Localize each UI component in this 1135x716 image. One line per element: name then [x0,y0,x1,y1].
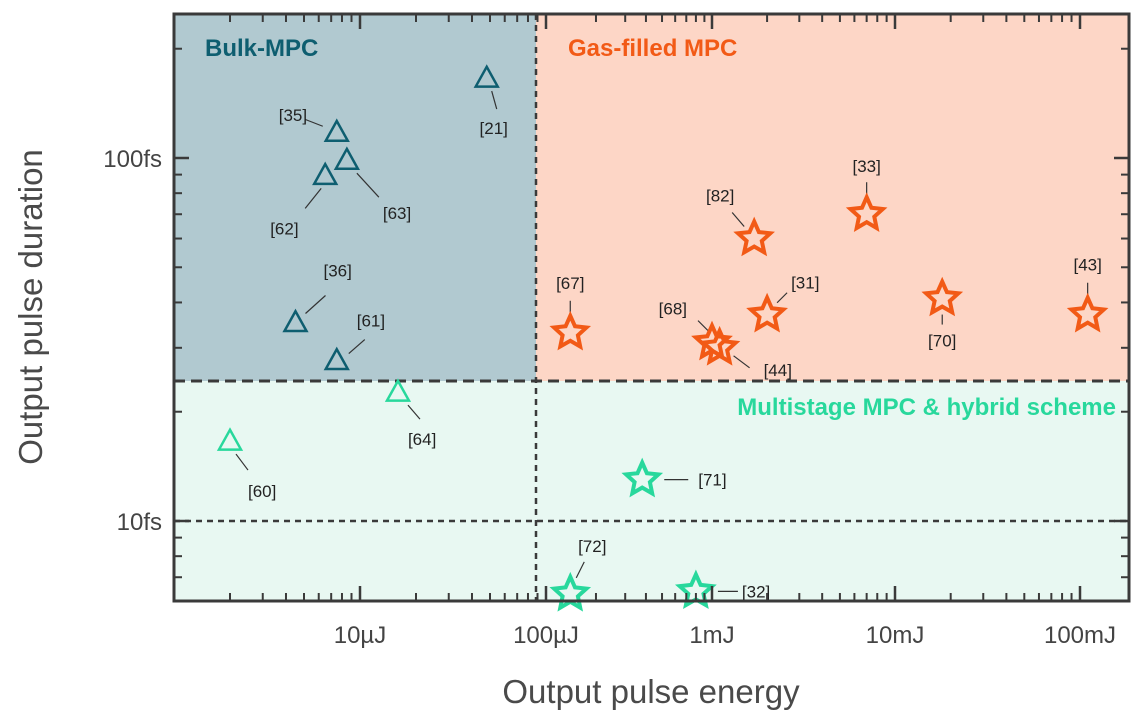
region-label-1: Bulk-MPC [205,35,318,62]
ref-label-82: [82] [706,187,734,206]
region-label-3: Multistage MPC & hybrid scheme [737,394,1116,421]
star-marker-33 [845,192,888,232]
star-marker-71 [621,457,664,498]
triangle-marker-35 [323,118,350,143]
ref-label-63: [63] [383,204,411,223]
leader-line-82 [731,212,745,227]
ref-label-35: [35] [279,106,307,125]
ref-label-64: [64] [408,430,436,449]
leader-line-68 [697,320,709,332]
ref-label-72: [72] [578,537,606,556]
leader-line-72 [575,561,585,579]
ref-label-43: [43] [1073,256,1101,275]
triangle-marker-61 [323,346,350,371]
leader-line-60 [235,453,249,471]
ref-label-62: [62] [270,219,298,238]
ref-label-32: [32] [742,582,770,601]
x-tick-label: 100µJ [513,622,579,649]
x-tick-label: 10µJ [334,622,387,649]
ref-label-67: [67] [556,274,584,293]
leader-line-63 [356,172,380,198]
leader-line-35 [304,118,323,127]
star-marker-31 [746,292,788,333]
star-marker-43 [1066,292,1109,333]
axis-tick-labels: 10µJ 100µJ 1mJ 10mJ 100mJ 100fs 10fs [103,146,1116,649]
reference-labels: [21] [35] [63] [62] [36] [61] [33] [82] [43] [31]… [248,106,1102,601]
region-labels: Bulk-MPC Gas-filled MPC Multistage MPC & h… [205,35,1116,421]
leader-line-44 [733,355,750,369]
star-marker-70 [921,276,964,317]
ref-label-31: [31] [791,274,819,293]
region-label-2: Gas-filled MPC [568,35,737,62]
star-marker-82 [733,216,775,257]
region-1-background [174,14,536,381]
triangle-marker-64 [384,378,412,402]
region-2-background [536,14,1129,381]
y-tick-label: 10fs [117,509,162,536]
ref-label-44: [44] [764,361,792,380]
ref-label-33: [33] [852,157,880,176]
leader-line-64 [407,404,421,420]
x-tick-label: 100mJ [1044,622,1116,649]
triangle-marker-36 [282,308,309,333]
leader-line-31 [776,292,788,304]
leader-line-21 [491,90,498,110]
star-marker-44 [698,325,741,366]
ref-label-68: [68] [659,300,687,319]
triangle-marker-63 [333,146,360,170]
region-dividers [174,14,1129,601]
triangle-marker-21 [473,64,500,88]
leader-line-36 [305,295,326,314]
ref-label-71: [71] [698,471,726,490]
triangle-marker-62 [312,161,339,186]
leader-line-62 [304,187,322,209]
star-marker-67 [549,310,592,351]
plot-frame [172,12,1131,603]
x-tick-label: 10mJ [866,622,925,649]
x-tick-label: 1mJ [689,622,734,649]
ref-label-60: [60] [248,482,276,501]
region-backgrounds [174,14,1129,601]
axis-ticks [174,14,1129,601]
ref-label-61: [61] [357,312,385,331]
triangle-marker-60 [216,427,244,451]
x-axis-title: Output pulse energy [502,673,800,710]
ref-label-36: [36] [323,262,351,281]
data-markers [216,64,1109,612]
ref-label-21: [21] [480,119,508,138]
leader-line-61 [348,339,366,354]
y-axis-title: Output pulse duration [12,149,49,465]
y-tick-label: 100fs [103,146,162,173]
ref-label-70: [70] [928,332,956,351]
